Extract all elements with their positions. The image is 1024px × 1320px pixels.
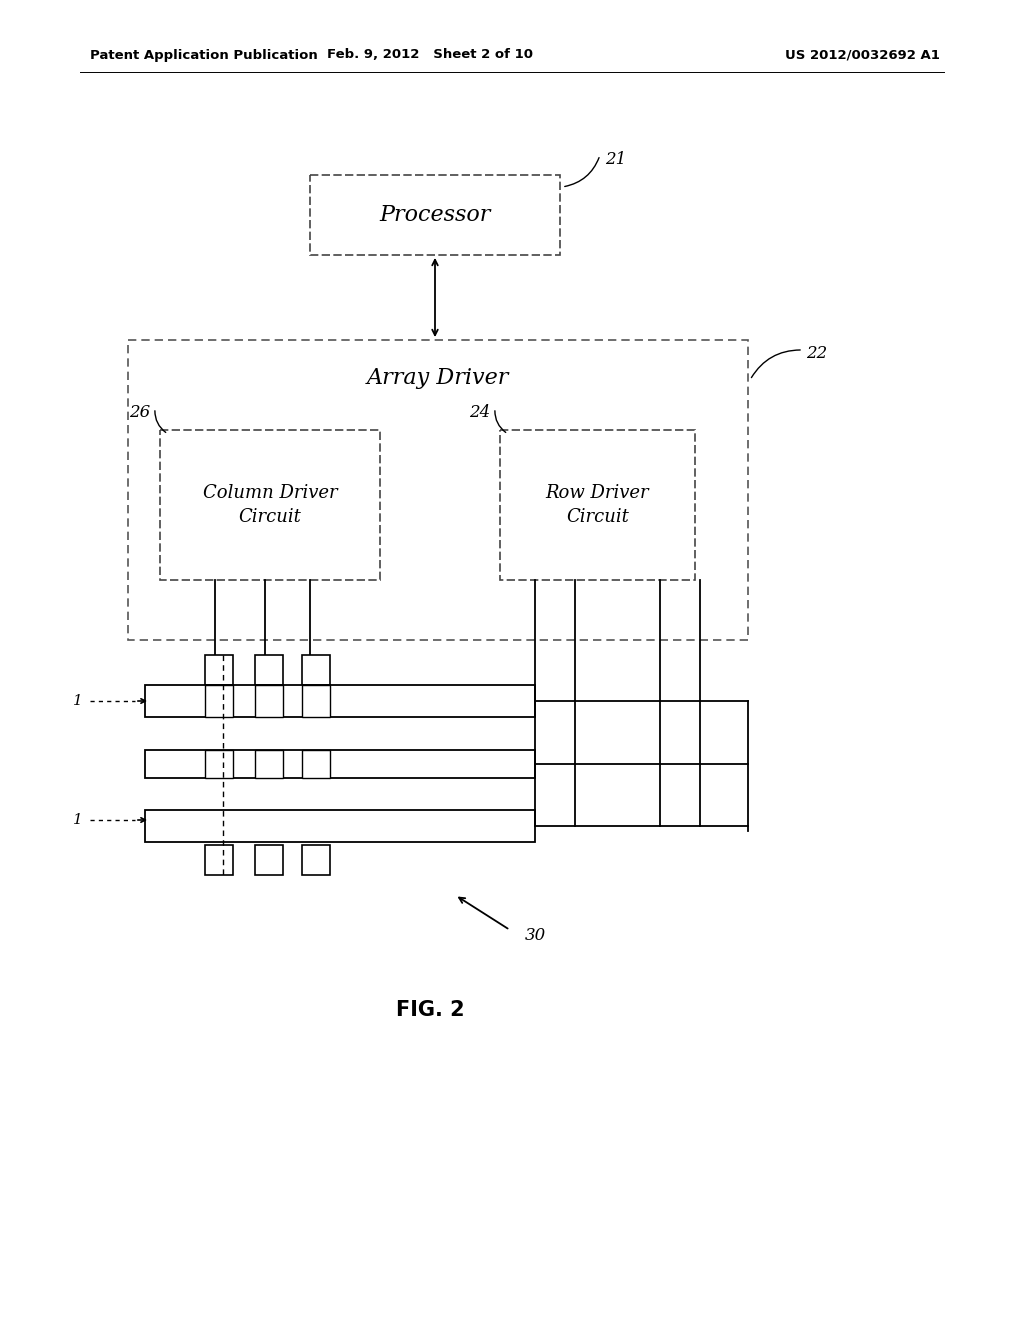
Bar <box>302 685 330 717</box>
Text: Row Driver
Circuit: Row Driver Circuit <box>546 483 649 527</box>
Text: Column Driver
Circuit: Column Driver Circuit <box>203 483 337 527</box>
Bar <box>255 750 283 777</box>
Bar <box>255 845 283 875</box>
Bar <box>205 655 233 685</box>
Bar <box>145 810 535 842</box>
Text: US 2012/0032692 A1: US 2012/0032692 A1 <box>785 49 940 62</box>
Bar <box>145 685 535 717</box>
Text: 30: 30 <box>525 927 546 944</box>
Bar <box>205 845 233 875</box>
Text: Array Driver: Array Driver <box>367 367 509 389</box>
Text: 21: 21 <box>605 150 627 168</box>
Bar <box>310 176 560 255</box>
Text: 26: 26 <box>129 404 150 421</box>
Bar <box>302 655 330 685</box>
Bar <box>160 430 380 579</box>
Bar <box>205 685 233 717</box>
Text: FIG. 2: FIG. 2 <box>395 1001 464 1020</box>
Bar <box>205 750 233 777</box>
Text: Patent Application Publication: Patent Application Publication <box>90 49 317 62</box>
Text: Feb. 9, 2012   Sheet 2 of 10: Feb. 9, 2012 Sheet 2 of 10 <box>327 49 534 62</box>
Text: 24: 24 <box>469 404 490 421</box>
Text: 22: 22 <box>806 345 827 362</box>
Bar <box>302 750 330 777</box>
Text: Processor: Processor <box>379 205 490 226</box>
Bar <box>128 341 748 640</box>
Bar <box>145 750 535 777</box>
Text: 1: 1 <box>74 813 83 828</box>
Bar <box>302 845 330 875</box>
Bar <box>255 685 283 717</box>
Text: 1: 1 <box>74 694 83 708</box>
Bar <box>255 655 283 685</box>
Bar <box>500 430 695 579</box>
